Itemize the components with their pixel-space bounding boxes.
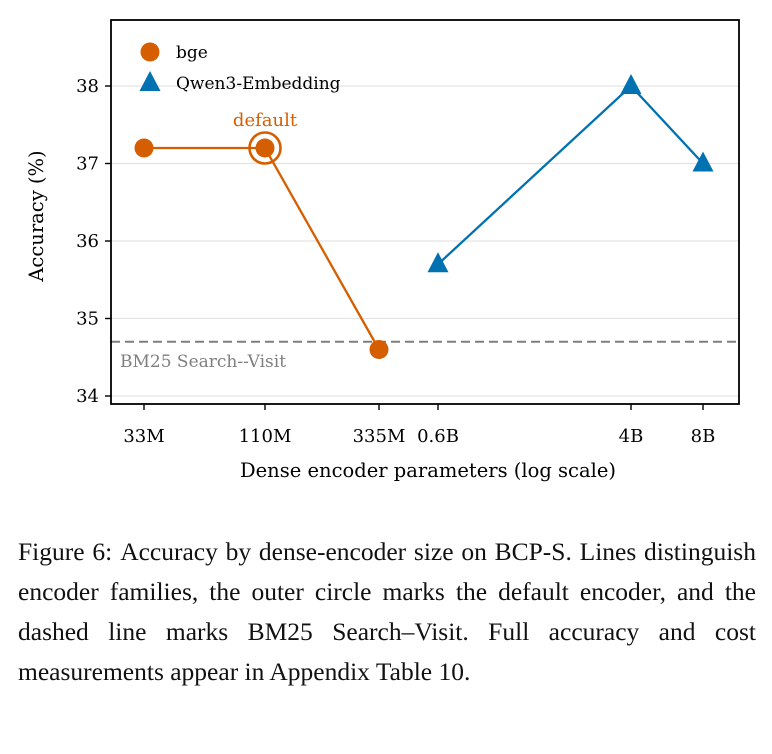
default-highlight-label: default	[233, 110, 298, 131]
x-axis-label: Dense encoder parameters (log scale)	[240, 459, 616, 482]
data-point-Qwen3-Embedding-0	[427, 252, 449, 273]
y-tick-label-0: 34	[76, 386, 99, 407]
figure-caption: Figure 6: Accuracy by dense-encoder size …	[18, 532, 756, 692]
x-tick-label-4: 4B	[619, 426, 644, 447]
x-tick-label-2: 335M	[353, 426, 406, 447]
data-point-bge-1	[255, 138, 275, 158]
data-point-bge-0	[134, 138, 154, 158]
default-highlight-ring	[248, 131, 282, 165]
legend-marker-bge	[140, 42, 160, 62]
data-point-Qwen3-Embedding-1	[620, 74, 642, 94]
y-tick-label-4: 38	[76, 76, 99, 97]
y-tick-label-2: 36	[76, 231, 99, 252]
reference-line-label: BM25 Search--Visit	[120, 352, 286, 372]
plot-frame	[110, 19, 740, 405]
y-tick-label-1: 35	[76, 309, 99, 330]
x-tick-label-3: 0.6B	[417, 426, 459, 447]
series-line-bge	[144, 146, 381, 351]
x-tick-label-0: 33M	[123, 426, 164, 447]
data-point-bge-2	[369, 340, 389, 359]
y-tick-label-3: 37	[76, 154, 99, 175]
data-point-Qwen3-Embedding-2	[692, 151, 714, 172]
legend-marker-Qwen3-Embedding	[139, 71, 161, 91]
legend-label-Qwen3-Embedding: Qwen3-Embedding	[176, 74, 341, 94]
caption-label: Figure 6:	[18, 537, 113, 566]
caption-text: Accuracy by dense-encoder size on BCP-S.…	[18, 537, 756, 686]
legend-label-bge: bge	[176, 43, 208, 63]
x-tick-label-1: 110M	[239, 426, 292, 447]
x-tick-label-5: 8B	[691, 426, 716, 447]
series-line-Qwen3-Embedding	[437, 84, 704, 266]
accuracy-chart: BM25 Search--Visit default 34 35 36 37 38 33M 11…	[25, 19, 740, 482]
y-axis-label: Accuracy (%)	[25, 150, 48, 282]
